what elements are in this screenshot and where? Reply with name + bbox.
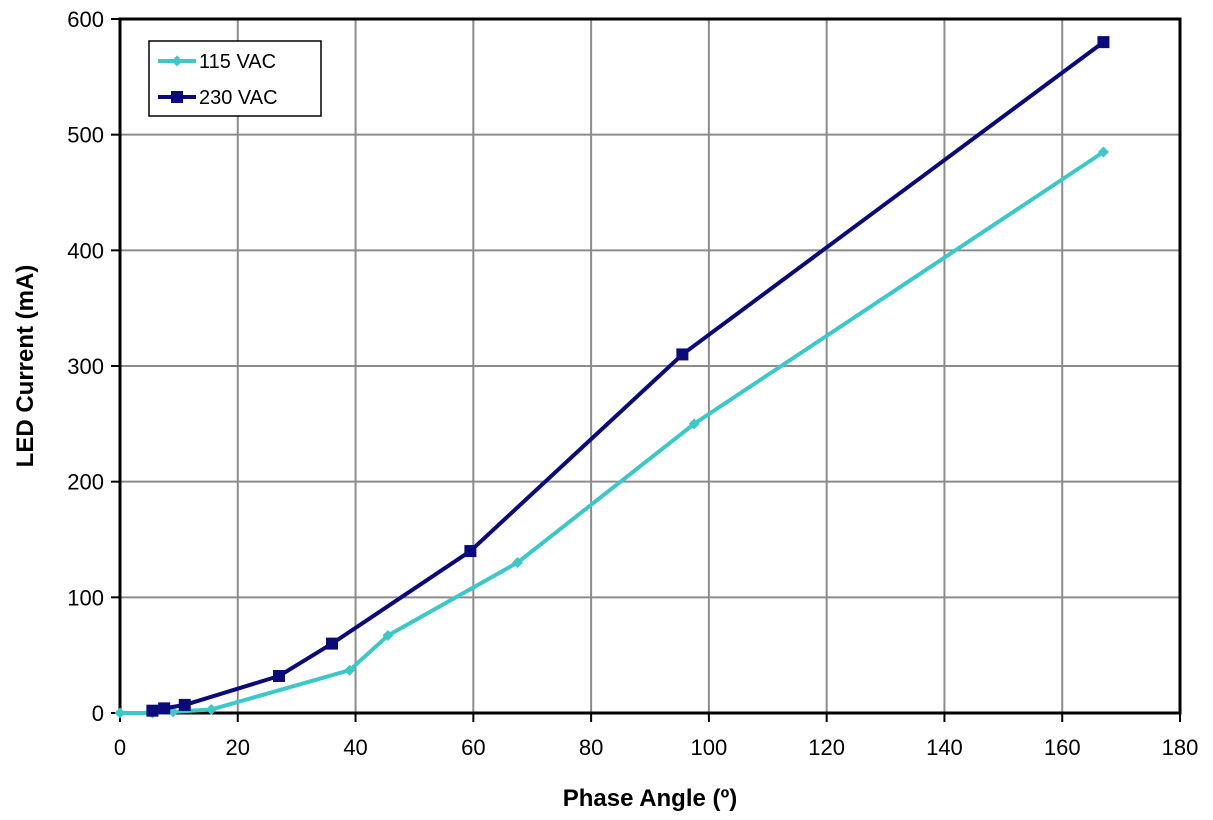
grid xyxy=(120,19,1180,713)
square-marker xyxy=(273,669,285,682)
legend-box xyxy=(148,40,322,117)
diamond-marker xyxy=(688,418,700,430)
series-layer xyxy=(114,36,1110,719)
series-230-vac xyxy=(146,36,1110,717)
y-tick-label: 300 xyxy=(67,354,104,379)
square-marker xyxy=(326,637,338,650)
x-tick-label: 180 xyxy=(1162,735,1199,760)
diamond-marker xyxy=(205,704,217,716)
square-marker xyxy=(464,545,477,558)
diamond-marker xyxy=(512,557,523,569)
y-tick-label: 200 xyxy=(67,470,104,495)
x-tick-label: 0 xyxy=(114,735,126,760)
legend-label: 115 VAC xyxy=(199,51,276,73)
diamond-marker xyxy=(382,630,394,642)
x-tick-label: 140 xyxy=(926,735,963,760)
diamond-marker xyxy=(1097,146,1109,158)
square-marker xyxy=(146,704,159,717)
square-marker xyxy=(676,348,689,361)
x-tick-label: 60 xyxy=(461,735,485,760)
legend: 115 VAC 230 VAC xyxy=(148,40,322,117)
legend-item: 230 VAC xyxy=(158,87,278,109)
y-tick-label: 100 xyxy=(67,585,104,610)
diamond-marker xyxy=(114,707,126,719)
x-axis-title: Phase Angle (º) xyxy=(563,785,738,812)
x-tick-label: 20 xyxy=(226,735,250,760)
x-tick-label: 120 xyxy=(808,735,845,760)
square-marker xyxy=(178,698,191,711)
axis-ticks: 0 20 40 60 80 100 120 140 160 180 0 100 200 300 400 500… xyxy=(67,7,1198,760)
y-tick-label: 600 xyxy=(67,7,104,32)
x-tick-label: 160 xyxy=(1044,735,1081,760)
square-marker xyxy=(158,702,171,715)
x-tick-label: 40 xyxy=(343,735,367,760)
x-tick-label: 100 xyxy=(691,735,728,760)
square-marker xyxy=(1097,36,1110,49)
square-marker xyxy=(171,91,183,103)
legend-label: 230 VAC xyxy=(199,87,278,109)
y-axis-title: LED Current (mA) xyxy=(12,265,39,468)
diamond-marker xyxy=(171,55,183,67)
y-tick-label: 400 xyxy=(67,238,104,263)
x-tick-label: 80 xyxy=(579,735,603,760)
y-tick-label: 500 xyxy=(67,123,104,148)
y-tick-label: 0 xyxy=(92,701,104,726)
diamond-marker xyxy=(344,664,356,676)
legend-item: 115 VAC xyxy=(158,51,276,73)
